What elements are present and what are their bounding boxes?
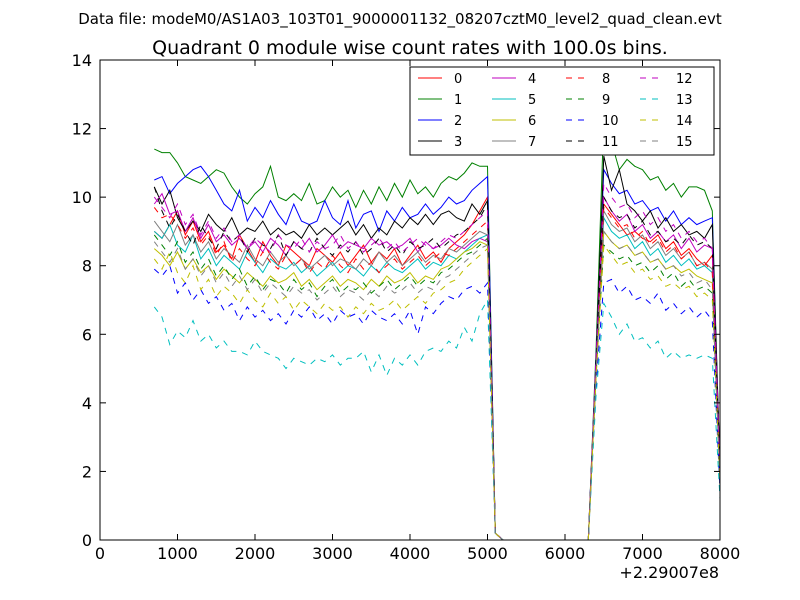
x-tick-label: 2000 [235,544,276,563]
series-line-15 [153,229,720,540]
y-tick-label: 2 [82,462,92,481]
series-line-8 [153,205,720,540]
y-tick-label: 10 [72,188,92,207]
legend-label-2: 2 [454,114,462,129]
series-line-1 [154,118,720,540]
legend-frame [409,66,715,156]
series-line-11 [153,186,720,540]
legend-label-1: 1 [454,93,462,108]
legend-label-15: 15 [676,135,693,150]
legend-label-5: 5 [528,93,536,108]
x-tick-label: 3000 [312,544,353,563]
legend-label-0: 0 [454,72,462,87]
legend-label-12: 12 [676,72,693,87]
legend-label-9: 9 [602,93,610,108]
x-tick-label: 0 [95,544,105,563]
y-tick-label: 0 [82,531,92,550]
series-line-9 [153,234,720,540]
legend-label-10: 10 [602,114,619,129]
legend-label-3: 3 [454,135,462,150]
chart-title: Quadrant 0 module wise count rates with … [152,37,668,59]
legend-label-14: 14 [676,114,693,129]
x-tick-label: 7000 [622,544,663,563]
supertitle: Data file: modeM0/AS1A03_103T01_90000011… [78,10,722,29]
legend-label-4: 4 [528,72,536,87]
x-tick-label: 4000 [390,544,431,563]
series-line-10 [153,264,720,540]
legend-label-6: 6 [528,114,536,129]
y-tick-label: 4 [82,394,92,413]
x-tick-label: 1000 [157,544,198,563]
legend-label-13: 13 [676,93,693,108]
x-tick-label: 6000 [545,544,586,563]
series-line-13 [153,298,720,540]
x-tick-label: 5000 [467,544,508,563]
series-line-7 [153,209,720,540]
series-layer [153,118,720,540]
y-tick-label: 6 [82,325,92,344]
legend-label-11: 11 [602,135,619,150]
series-line-2 [154,165,720,540]
y-tick-label: 8 [82,257,92,276]
series-line-5 [153,215,720,540]
series-line-4 [153,192,720,540]
legend-label-8: 8 [602,72,610,87]
series-line-14 [153,243,720,540]
x-tick-label: 8000 [700,544,741,563]
series-line-6 [153,229,720,540]
x-offset-label: +2.29007e8 [619,563,719,582]
y-tick-label: 12 [72,120,92,139]
legend-label-7: 7 [528,135,536,150]
y-tick-label: 14 [72,51,92,70]
series-line-3 [153,155,720,540]
axis-ticks: 0 1000 2000 3000 4000 5000 6000 7000 80000246810… [72,51,741,563]
